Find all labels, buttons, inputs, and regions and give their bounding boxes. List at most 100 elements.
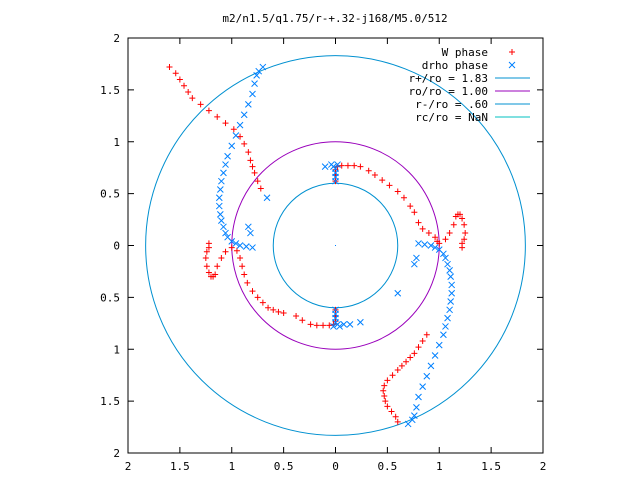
drho-phase-point (236, 242, 244, 249)
drho-phase-point (421, 241, 429, 248)
w-phase-point (371, 171, 378, 178)
y-tick-labels: 2 1.5 1 0.5 0 0.5 1 1.5 2 (100, 32, 120, 460)
w-phase-point (419, 225, 426, 232)
x-tick-label: 1 (436, 460, 443, 473)
circle-rro (145, 55, 526, 436)
w-phase-point (446, 230, 453, 237)
drho-phase-point (222, 229, 229, 237)
legend-label: r+/ro = 1.83 (409, 72, 488, 85)
w-phase-point (436, 240, 443, 247)
drho-phase-point (247, 229, 254, 237)
w-phase-point (381, 382, 388, 389)
drho-phase-point (415, 393, 422, 401)
drho-phase-point (251, 80, 258, 88)
w-phase-point (185, 88, 192, 95)
drho-phase-point (340, 320, 348, 328)
legend-label: ro/ro = 1.00 (409, 85, 488, 98)
w-phase-point (432, 234, 439, 241)
x-tick-label: 1 (228, 460, 235, 473)
w-phase-point (205, 107, 212, 114)
y-tick-label: 1.5 (100, 84, 120, 97)
y-tick-label: 1 (113, 343, 120, 356)
w-phase-point (237, 254, 244, 261)
w-phase-point (259, 299, 266, 306)
drho-phase-point (327, 161, 335, 168)
drho-phase-point (244, 223, 252, 231)
drho-phase-point (444, 260, 451, 268)
drho-phase-point (336, 323, 344, 330)
w-phase-point (379, 177, 386, 184)
drho-phase-point (321, 163, 329, 171)
w-phase-point (384, 403, 391, 410)
w-phase-point (247, 157, 254, 164)
w-phase-point (245, 149, 252, 156)
w-phase-point (214, 263, 221, 270)
w-phase-point (407, 354, 414, 361)
w-phase-point (415, 219, 422, 226)
drho-phase-point (334, 161, 341, 168)
drho-phase-point (394, 289, 402, 297)
y-tick-label: 2 (113, 32, 120, 45)
w-phase-point (384, 377, 391, 384)
w-phase-point (459, 244, 466, 251)
drho-phase-point (427, 362, 435, 370)
w-phase-point (265, 304, 272, 311)
w-phase-point (326, 322, 333, 329)
w-phase-point (338, 162, 345, 169)
drho-phase-point (236, 121, 244, 129)
drho-phase-point (447, 273, 455, 280)
w-phase-point (299, 317, 306, 324)
drho-phase-point (216, 211, 224, 218)
w-phase-point (228, 244, 235, 251)
drho-phase-point (259, 63, 267, 71)
w-phase-point (218, 254, 225, 261)
drho-phase-point (242, 243, 250, 250)
w-phase-point (332, 318, 339, 325)
x-tick-label: 1.5 (170, 460, 190, 473)
w-phase-point (176, 76, 183, 83)
w-phase-point (457, 211, 463, 218)
drho-phase-point (446, 306, 453, 314)
drho-phase-point (423, 372, 431, 380)
drho-phase-point (447, 298, 455, 305)
w-phase-point (423, 331, 430, 338)
w-phase-point (214, 113, 221, 120)
x-tick-label: 0.5 (377, 460, 397, 473)
w-phase-point (251, 169, 258, 176)
w-phase-point (249, 163, 256, 170)
drho-phase-point (224, 233, 231, 241)
drho-phase-point (263, 194, 271, 202)
drho-phase-point (431, 352, 439, 359)
drho-phase-point (232, 240, 240, 247)
legend-label: drho phase (422, 59, 488, 72)
drho-phase-point (357, 318, 364, 326)
w-phase-point (392, 413, 399, 420)
x-tick-label: 2 (540, 460, 547, 473)
x-tick-label: 1.5 (481, 460, 501, 473)
w-phase-point (320, 322, 327, 329)
w-phase-point (189, 95, 196, 102)
w-phase-point (344, 162, 351, 169)
drho-phase-point (220, 223, 227, 231)
w-phase-point (222, 248, 229, 255)
drho-phase-point (232, 132, 240, 139)
w-phase-point (203, 248, 210, 255)
w-phase-point (389, 372, 396, 379)
drho-phase-point (440, 331, 447, 339)
w-phase-point (205, 240, 212, 247)
w-phase-point (394, 367, 401, 373)
w-phase-point (244, 279, 251, 286)
w-phase-point (237, 133, 244, 140)
w-phase-point (166, 64, 173, 71)
legend-label: rc/ro = NaN (415, 111, 488, 124)
drho-phase-point (215, 194, 223, 202)
legend-marker-drho-phase (508, 61, 516, 69)
w-phase-point (172, 70, 179, 77)
w-phase-point (394, 188, 401, 195)
w-phase-point (411, 209, 418, 216)
drho-phase-point (346, 320, 354, 328)
w-phase-point (197, 101, 204, 108)
drho-phase-point (249, 90, 256, 98)
legend-label: r-/ro = .60 (415, 98, 488, 111)
drho-phase-point (228, 142, 236, 150)
